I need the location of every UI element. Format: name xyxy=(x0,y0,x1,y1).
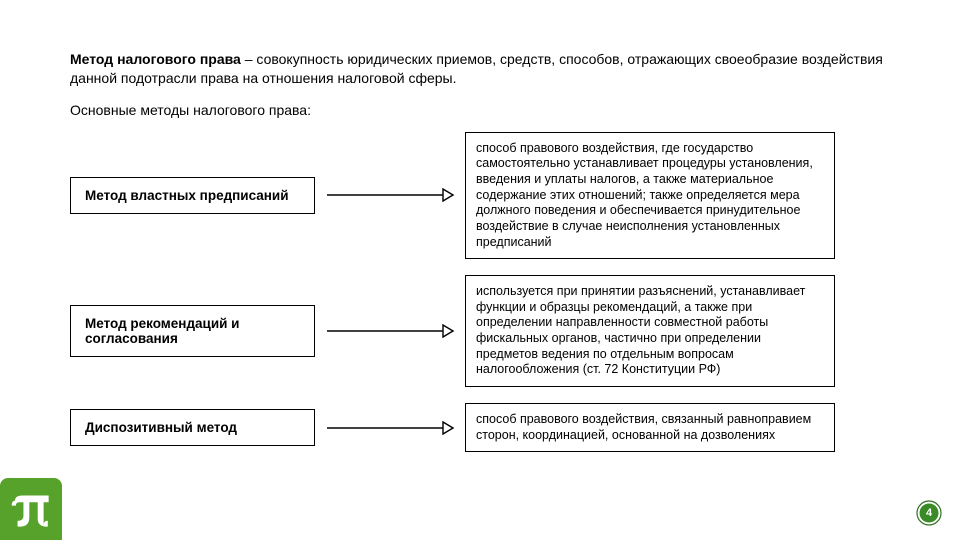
method-row: Метод рекомендаций и согласования использ… xyxy=(70,275,890,387)
page-number: 4 xyxy=(926,507,932,519)
page-number-badge: 4 xyxy=(916,500,942,526)
pi-logo xyxy=(0,478,62,540)
method-description-box: способ правового воздействия, где госуда… xyxy=(465,132,835,259)
method-row: Диспозитивный метод способ правового возд… xyxy=(70,403,890,452)
method-name-box: Диспозитивный метод xyxy=(70,409,315,446)
arrow-icon xyxy=(315,421,465,435)
method-description-box: используется при принятии разъяснений, у… xyxy=(465,275,835,387)
intro-paragraph: Метод налогового права – совокупность юр… xyxy=(70,50,890,88)
arrow-icon xyxy=(315,324,465,338)
method-name-box: Метод властных предписаний xyxy=(70,177,315,214)
subheading: Основные методы налогового права: xyxy=(70,102,890,118)
intro-term: Метод налогового права xyxy=(70,51,241,67)
method-description-box: способ правового воздействия, связанный … xyxy=(465,403,835,452)
arrow-icon xyxy=(315,188,465,202)
method-name-box: Метод рекомендаций и согласования xyxy=(70,305,315,357)
method-row: Метод властных предписаний способ правово… xyxy=(70,132,890,259)
